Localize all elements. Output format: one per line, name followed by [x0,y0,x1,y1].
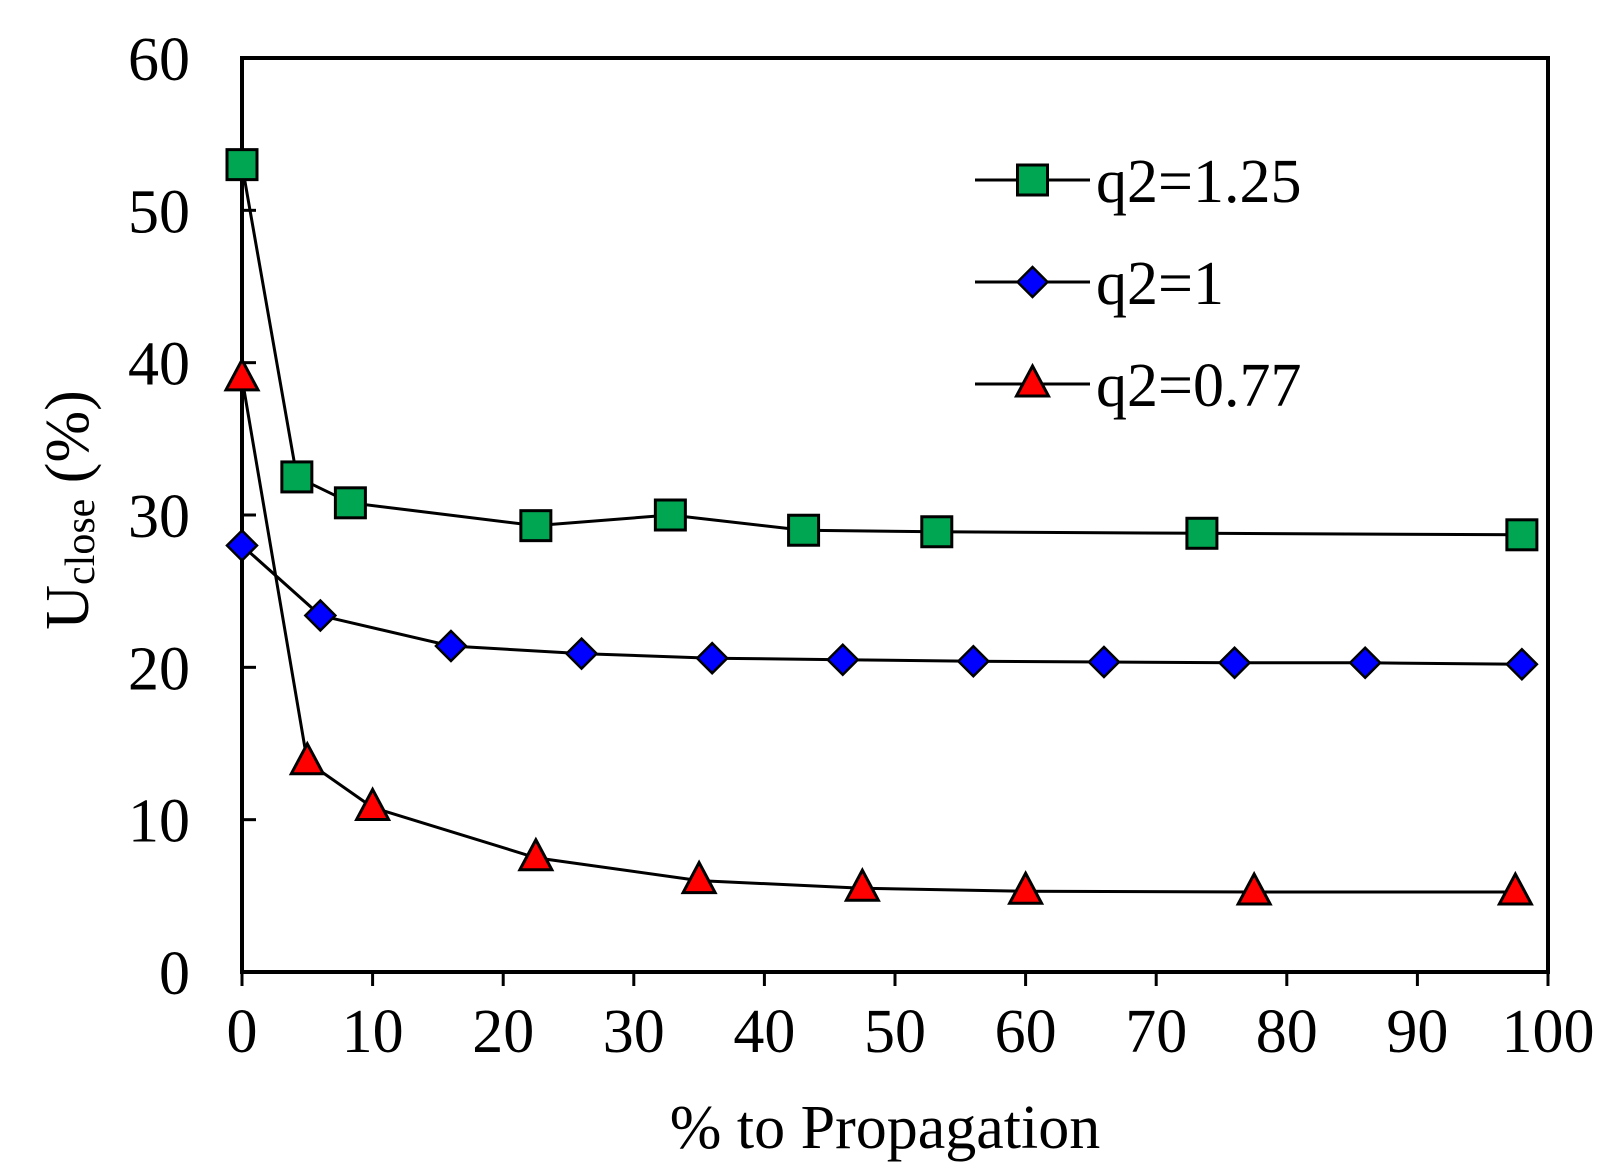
data-point-s0-7 [1185,516,1219,550]
x-tick-label-40: 40 [733,998,795,1066]
legend-marker-1 [1015,265,1050,299]
x-tick-label-50: 50 [864,998,926,1066]
data-point-s0-2 [333,486,367,520]
data-point-s2-1 [288,740,326,776]
y-tick-label-50: 50 [128,178,190,246]
data-point-s1-7 [1087,645,1121,679]
data-point-s1-5 [825,642,860,677]
x-tick-label-0: 0 [227,998,258,1066]
legend-label-2: q2=0.77 [1096,352,1301,420]
data-point-s0-1 [280,460,314,494]
y-axis-title-subscript: close [58,499,104,585]
data-point-s0-3 [519,509,553,543]
data-point-s2-3 [517,836,555,872]
legend-marker-0 [1016,163,1049,197]
data-point-s2-6 [1007,870,1045,905]
x-tick-label-20: 20 [472,998,534,1066]
svg-text:Uclose (%): Uclose (%) [34,390,104,630]
series-line-1 [241,544,1522,666]
data-point-s1-6 [956,644,991,679]
legend-label-1: q2=1 [1096,250,1224,318]
y-axis-title-unit: (%) [34,390,102,498]
x-tick-label-80: 80 [1256,998,1318,1066]
legend-label-0: q2=1.25 [1096,148,1301,216]
data-point-s0-6 [920,515,954,549]
data-point-s2-0 [223,356,261,392]
data-point-s1-1 [303,598,338,633]
data-point-s1-0 [225,528,259,563]
series-line-0 [240,164,1522,537]
x-tick-label-10: 10 [342,998,404,1066]
x-tick-label-90: 90 [1386,998,1448,1066]
data-point-s1-2 [434,629,468,663]
x-tick-label-30: 30 [603,998,665,1066]
data-point-s1-9 [1348,645,1382,680]
x-tick-label-60: 60 [995,998,1057,1066]
legend-marker-2 [1014,362,1051,398]
x-axis-title: % to Propagation [670,1094,1101,1162]
y-tick-label-10: 10 [128,788,190,856]
data-point-s0-4 [653,498,687,532]
data-point-s2-4 [680,859,718,895]
data-point-s1-10 [1505,647,1539,682]
data-point-s0-5 [787,513,821,547]
data-point-s2-8 [1496,870,1534,906]
data-point-s1-3 [564,636,599,671]
data-point-s0-8 [1505,518,1539,552]
data-point-s0-0 [225,148,259,182]
data-point-s2-7 [1235,870,1273,906]
y-tick-label-60: 60 [128,26,190,94]
y-axis-title-main: U [34,585,102,630]
y-axis-title: Uclose (%) [34,390,104,630]
series-line-2 [240,377,1516,894]
y-tick-label-0: 0 [159,940,190,1008]
data-point-s2-5 [843,867,881,902]
x-tick-label-70: 70 [1125,998,1187,1066]
data-point-s1-8 [1217,645,1252,680]
y-tick-label-20: 20 [128,635,190,703]
x-tick-label-100: 100 [1502,998,1595,1066]
y-tick-label-40: 40 [128,331,190,399]
legend: q2=1.25 q2=1 q2=0.77 [975,148,1301,420]
y-tick-label-30: 30 [128,483,190,551]
data-point-s2-2 [354,786,392,821]
data-point-s1-4 [695,641,729,675]
